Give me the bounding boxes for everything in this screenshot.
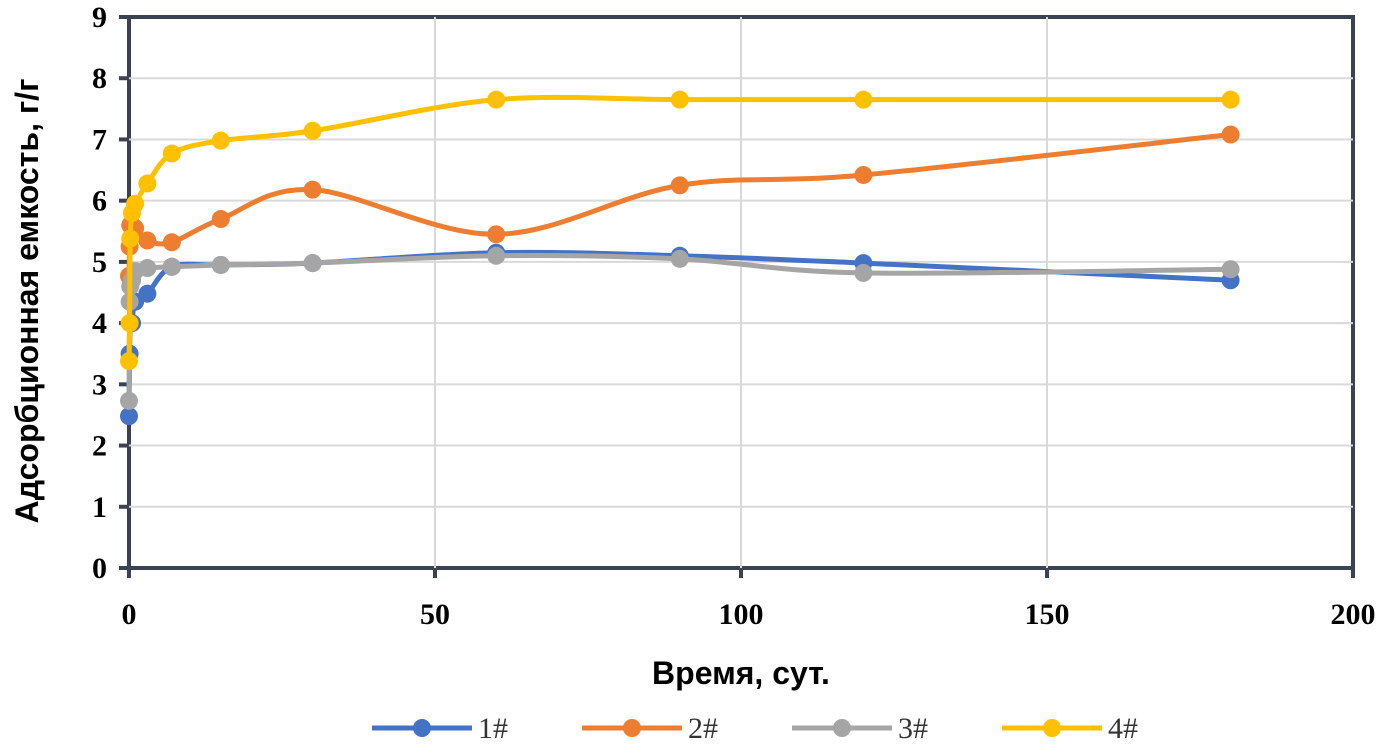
legend-swatch-marker xyxy=(1043,719,1061,737)
series-line-3 xyxy=(126,253,1231,401)
data-point xyxy=(138,284,157,303)
x-tick-label: 50 xyxy=(420,598,450,631)
data-point xyxy=(120,314,139,333)
series-line-4 xyxy=(126,94,1231,362)
legend-swatch-marker xyxy=(833,719,851,737)
data-point xyxy=(121,229,140,248)
legend: 1# 2# 3# 4# xyxy=(372,712,1138,745)
data-point xyxy=(303,121,322,140)
legend-item-1: 1# xyxy=(372,712,508,745)
data-point xyxy=(670,249,689,268)
x-tick-label: 200 xyxy=(1331,598,1376,631)
series-line-1 xyxy=(126,249,1231,417)
data-point xyxy=(670,176,689,195)
data-point xyxy=(487,225,506,244)
data-point xyxy=(854,263,873,282)
series-lines xyxy=(120,90,1240,426)
data-point xyxy=(211,255,230,274)
y-axis-label: Адсорбционная емкость, г/г xyxy=(9,79,45,524)
data-point xyxy=(138,174,157,193)
y-tick-label: 0 xyxy=(92,552,107,585)
data-point xyxy=(487,90,506,109)
x-tick-label: 150 xyxy=(1025,598,1070,631)
data-point xyxy=(120,407,138,426)
data-point xyxy=(211,210,230,229)
data-point xyxy=(162,233,181,252)
y-tick-label: 2 xyxy=(92,430,107,463)
legend-swatch-marker xyxy=(413,719,431,737)
data-point xyxy=(1221,260,1240,279)
legend-item-4: 4# xyxy=(1002,712,1138,745)
legend-label: 1# xyxy=(478,712,508,745)
y-tick-label: 4 xyxy=(92,307,107,340)
data-point xyxy=(120,391,138,410)
data-point xyxy=(854,90,873,109)
data-point xyxy=(303,180,322,199)
y-tick-label: 9 xyxy=(92,1,107,34)
x-axis-label: Время, сут. xyxy=(652,655,830,691)
data-point xyxy=(854,165,873,184)
y-tick-label: 7 xyxy=(92,123,107,156)
data-point xyxy=(487,246,506,265)
legend-label: 2# xyxy=(688,712,718,745)
data-point xyxy=(670,90,689,109)
data-point xyxy=(303,254,322,273)
x-axis-ticks: 0 50 100 150 200 xyxy=(122,568,1376,631)
data-point xyxy=(120,352,138,371)
x-tick-label: 0 xyxy=(122,598,137,631)
y-tick-label: 8 xyxy=(92,62,107,95)
data-point xyxy=(162,257,181,276)
legend-item-2: 2# xyxy=(582,712,718,745)
data-point xyxy=(138,259,157,278)
y-tick-label: 3 xyxy=(92,368,107,401)
y-tick-label: 1 xyxy=(92,491,107,524)
data-point xyxy=(126,194,145,213)
data-point xyxy=(138,231,157,250)
y-tick-label: 6 xyxy=(92,185,107,218)
x-tick-label: 100 xyxy=(719,598,764,631)
y-axis-ticks: 0 1 2 3 4 5 6 7 8 9 xyxy=(92,1,129,585)
legend-swatch-marker xyxy=(623,719,641,737)
data-point xyxy=(1221,90,1240,109)
legend-label: 4# xyxy=(1108,712,1138,745)
legend-label: 3# xyxy=(898,712,928,745)
data-point xyxy=(1221,125,1240,144)
y-tick-label: 5 xyxy=(92,246,107,279)
data-point xyxy=(162,144,181,163)
legend-item-3: 3# xyxy=(792,712,928,745)
data-point xyxy=(211,131,230,150)
